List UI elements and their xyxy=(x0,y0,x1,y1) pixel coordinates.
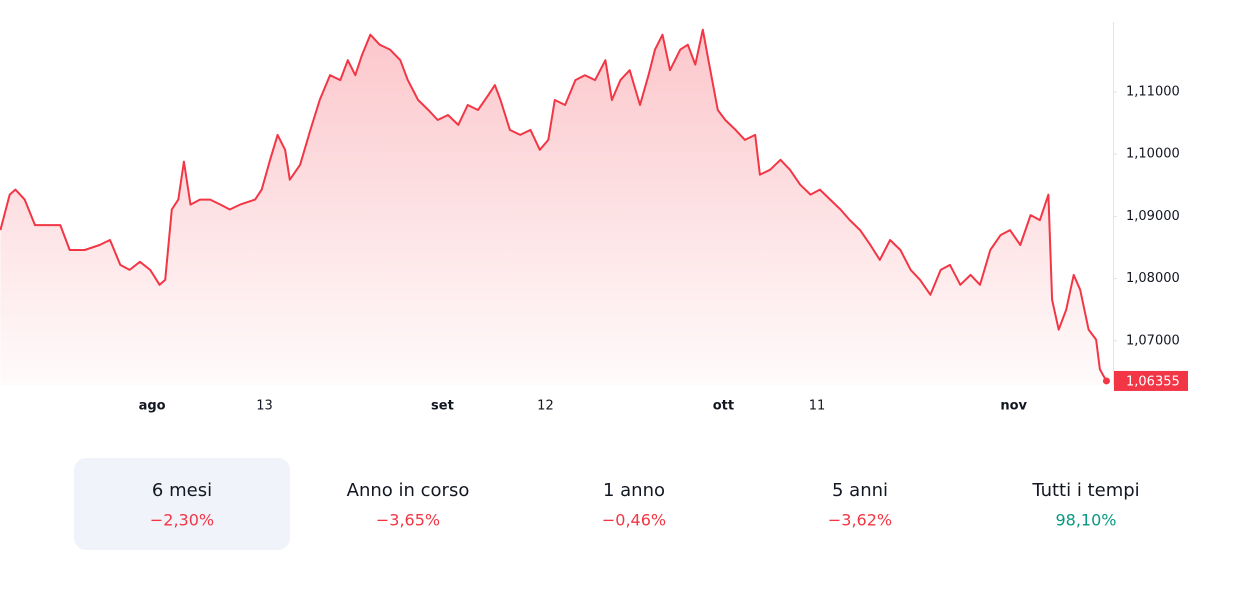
x-tick-label: ott xyxy=(713,399,734,414)
x-tick-label: 13 xyxy=(256,399,273,414)
period-change: −3,65% xyxy=(376,511,440,530)
x-tick-label: 12 xyxy=(537,399,554,414)
x-tick-label: 11 xyxy=(809,399,826,414)
period-button[interactable]: 1 anno −0,46% xyxy=(602,480,666,530)
price-badge xyxy=(1114,370,1188,391)
period-change: 98,10% xyxy=(1055,511,1116,530)
period-change: −3,62% xyxy=(828,511,892,530)
period-button[interactable]: 6 mesi −2,30% xyxy=(74,458,290,550)
period-change: −0,46% xyxy=(602,511,666,530)
y-tick-label: 1,09000 xyxy=(1126,209,1180,224)
period-label: 5 anni xyxy=(832,480,888,501)
x-tick-label: nov xyxy=(1000,399,1027,414)
y-tick-label: 1,07000 xyxy=(1126,333,1180,348)
y-tick-label: 1,10000 xyxy=(1126,147,1180,162)
period-button[interactable]: Tutti i tempi 98,10% xyxy=(1031,480,1139,530)
price-badge-label: 1,06355 xyxy=(1126,374,1180,389)
area-fill xyxy=(0,29,1107,385)
period-label: 6 mesi xyxy=(152,480,212,501)
period-selected-bg xyxy=(74,458,290,550)
period-button[interactable]: Anno in corso −3,65% xyxy=(347,480,470,530)
y-tick-label: 1,08000 xyxy=(1126,271,1180,286)
period-change: −2,30% xyxy=(150,511,214,530)
period-label: Anno in corso xyxy=(347,480,470,501)
last-point xyxy=(1102,377,1110,385)
period-label: 1 anno xyxy=(603,480,665,501)
x-tick-label: set xyxy=(431,399,454,414)
price-line xyxy=(0,28,1108,382)
period-button[interactable]: 5 anni −3,62% xyxy=(828,480,892,530)
period-label: Tutti i tempi xyxy=(1031,480,1139,501)
y-tick-label: 1,11000 xyxy=(1126,84,1180,99)
x-tick-label: ago xyxy=(139,399,166,414)
